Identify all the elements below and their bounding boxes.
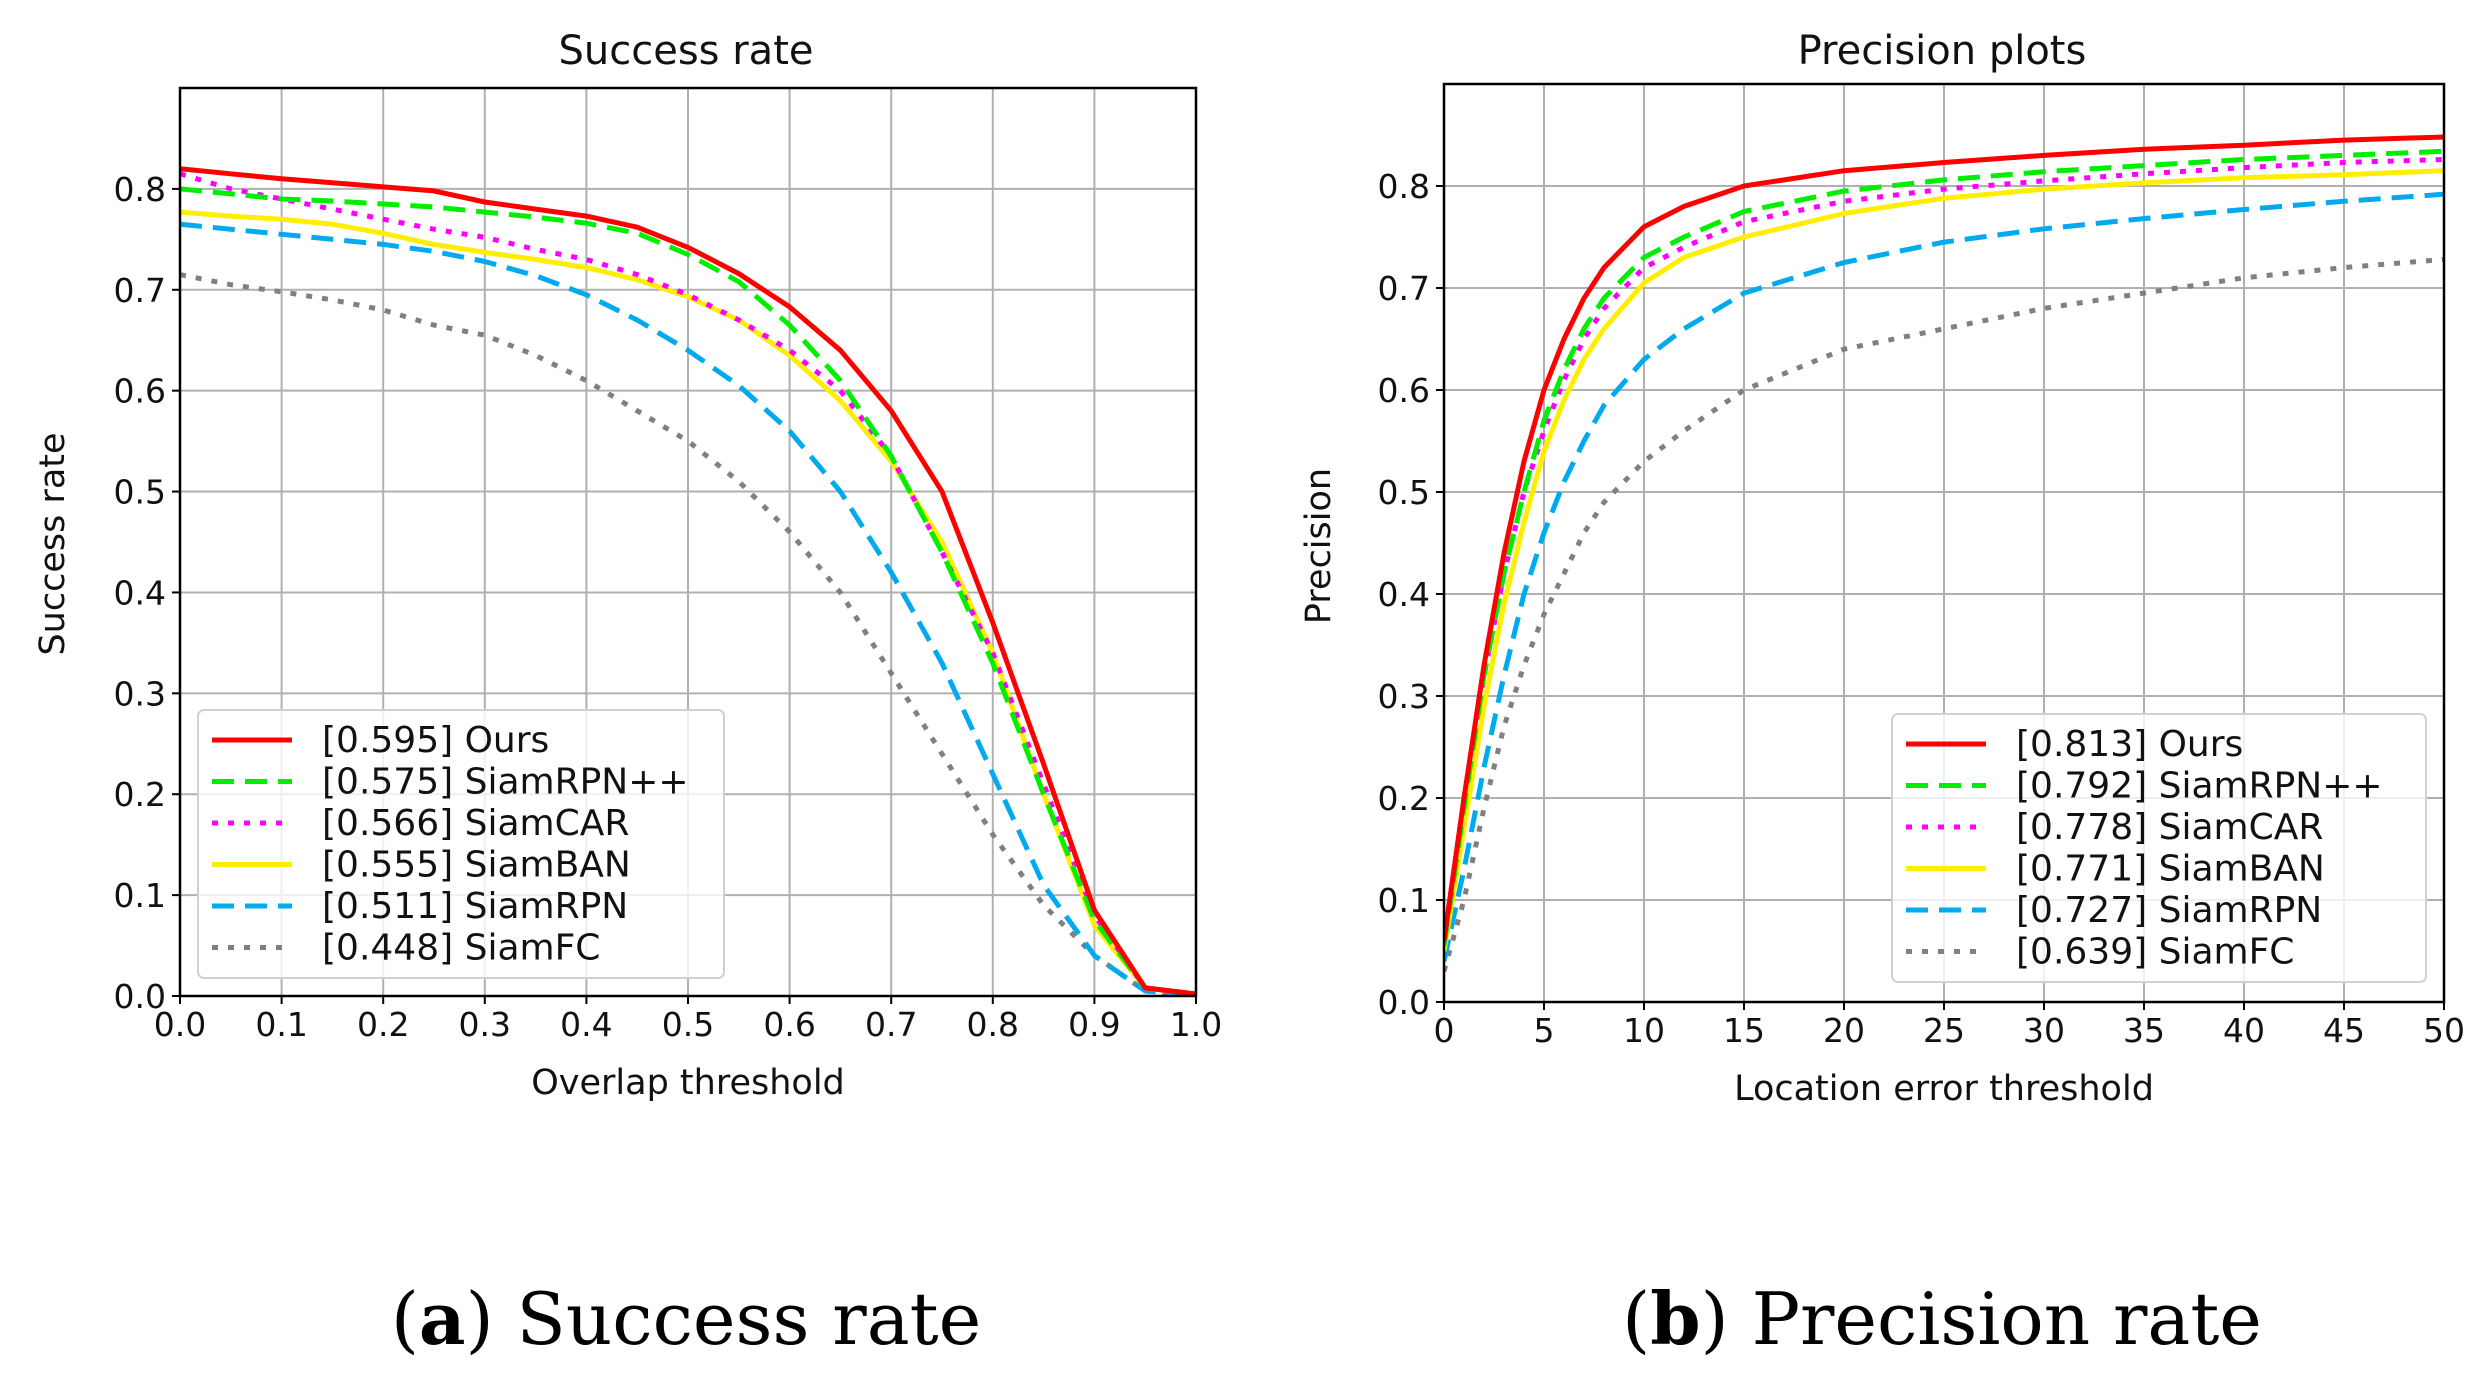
y-tick-label: 0.7 xyxy=(114,271,166,310)
legend-label: [0.566] SiamCAR xyxy=(322,803,629,844)
legend-label: [0.448] SiamFC xyxy=(322,928,600,969)
chart-title: Success rate xyxy=(559,28,814,74)
y-tick-label: 0.6 xyxy=(114,372,166,411)
x-tick-label: 50 xyxy=(2423,1011,2465,1050)
plot-frame xyxy=(178,86,1198,998)
y-tick-label: 0.6 xyxy=(1378,371,1430,410)
series-line-siamrpn xyxy=(1444,191,2444,962)
chart-title: Precision plots xyxy=(1798,28,2087,74)
x-tick-label: 0.3 xyxy=(459,1005,511,1044)
series-line-ours xyxy=(1444,134,2444,942)
legend-label: [0.511] SiamRPN xyxy=(322,886,628,927)
legend-label: [0.727] SiamRPN xyxy=(2016,890,2322,931)
series-line-siamrpnplusplus xyxy=(1444,148,2444,947)
legend-label: [0.575] SiamRPN++ xyxy=(322,762,689,803)
x-axis-label: Overlap threshold xyxy=(531,1063,845,1103)
y-tick-label: 0.0 xyxy=(114,977,166,1016)
x-tick-label: 0.9 xyxy=(1068,1005,1120,1044)
x-tick-label: 35 xyxy=(2123,1011,2165,1050)
caption-letter: a xyxy=(419,1276,466,1361)
y-tick-label: 0.0 xyxy=(1378,983,1430,1022)
series-line-siamfc xyxy=(1444,256,2444,973)
x-tick-label: 30 xyxy=(2023,1011,2065,1050)
x-tick-label: 0.7 xyxy=(865,1005,917,1044)
x-tick-label: 45 xyxy=(2323,1011,2365,1050)
legend-label: [0.595] Ours xyxy=(322,720,549,761)
caption: (b) Precision rate xyxy=(1622,1276,2262,1361)
y-tick-label: 0.1 xyxy=(114,876,166,915)
x-tick-label: 0.2 xyxy=(357,1005,409,1044)
legend-box xyxy=(1891,713,2427,983)
y-tick-label: 0.4 xyxy=(114,573,166,612)
y-tick-label: 0.5 xyxy=(114,473,166,512)
y-tick-label: 0.1 xyxy=(1378,881,1430,920)
legend-label: [0.555] SiamBAN xyxy=(322,845,631,886)
caption-letter: b xyxy=(1650,1276,1700,1361)
success-rate-chart: Success rate Overlap threshold Success r… xyxy=(33,28,1222,1361)
series-line-siamrpnplusplus xyxy=(180,186,1196,996)
x-tick-label: 5 xyxy=(1534,1011,1555,1050)
caption: (a) Success rate xyxy=(391,1276,981,1361)
y-tick-label: 0.4 xyxy=(1378,575,1430,614)
y-tick-label: 0.3 xyxy=(114,674,166,713)
legend-label: [0.639] SiamFC xyxy=(2016,932,2294,973)
legend-box xyxy=(197,709,725,979)
legend-label: [0.813] Ours xyxy=(2016,724,2243,765)
legend-label: [0.771] SiamBAN xyxy=(2016,849,2325,890)
x-tick-label: 1.0 xyxy=(1170,1005,1222,1044)
x-tick-label: 20 xyxy=(1823,1011,1865,1050)
y-tick-label: 0.2 xyxy=(114,775,166,814)
x-tick-label: 25 xyxy=(1923,1011,1965,1050)
x-tick-label: 0 xyxy=(1434,1011,1455,1050)
y-tick-label: 0.7 xyxy=(1378,269,1430,308)
y-axis-label: Precision xyxy=(1299,468,1339,624)
precision-plot-chart: Precision plots Location error threshold… xyxy=(1299,28,2465,1361)
y-tick-label: 0.3 xyxy=(1378,677,1430,716)
x-tick-label: 0.6 xyxy=(763,1005,815,1044)
x-axis-label: Location error threshold xyxy=(1734,1069,2154,1109)
series-line-siamrpn xyxy=(180,221,1196,996)
x-tick-label: 40 xyxy=(2223,1011,2265,1050)
plot-frame xyxy=(1442,82,2446,1004)
x-tick-label: 0.8 xyxy=(967,1005,1019,1044)
x-tick-label: 10 xyxy=(1623,1011,1665,1050)
caption-text: Success rate xyxy=(517,1277,982,1361)
y-axis-label: Success rate xyxy=(33,432,73,655)
legend-label: [0.792] SiamRPN++ xyxy=(2016,766,2383,807)
x-tick-label: 0.4 xyxy=(560,1005,612,1044)
x-tick-label: 0.0 xyxy=(154,1005,206,1044)
series-line-siamban xyxy=(1444,168,2444,952)
y-tick-label: 0.2 xyxy=(1378,779,1430,818)
x-tick-label: 15 xyxy=(1723,1011,1765,1050)
caption-text: Precision rate xyxy=(1752,1277,2262,1361)
y-tick-label: 0.8 xyxy=(1378,167,1430,206)
legend-label: [0.778] SiamCAR xyxy=(2016,807,2323,848)
y-tick-label: 0.8 xyxy=(114,170,166,209)
x-tick-label: 0.5 xyxy=(662,1005,714,1044)
x-tick-label: 0.1 xyxy=(255,1005,307,1044)
y-tick-label: 0.5 xyxy=(1378,473,1430,512)
series-line-ours xyxy=(180,166,1196,996)
